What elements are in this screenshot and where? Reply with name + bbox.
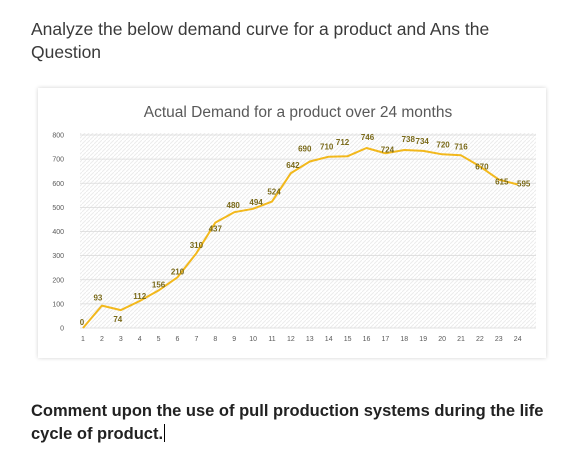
data-label: 690 <box>298 145 312 154</box>
y-tick-label: 300 <box>52 253 64 260</box>
y-tick-label: 0 <box>60 326 64 333</box>
y-tick-label: 200 <box>52 277 64 284</box>
data-label: 738 <box>402 135 416 144</box>
data-label: 615 <box>495 178 509 187</box>
x-tick-label: 15 <box>344 336 352 343</box>
text-cursor <box>164 424 166 442</box>
x-tick-label: 5 <box>157 336 161 343</box>
series-line <box>82 147 518 329</box>
x-tick-label: 14 <box>325 336 333 343</box>
x-tick-label: 13 <box>306 336 314 343</box>
data-label: 494 <box>249 198 263 207</box>
grid-layer <box>80 134 536 329</box>
data-label: 734 <box>416 137 430 146</box>
data-label: 720 <box>436 140 450 149</box>
data-label: 0 <box>80 318 85 327</box>
data-label: 524 <box>267 188 281 197</box>
x-tick-label: 21 <box>457 336 465 343</box>
intro-text: Analyze the below demand curve for a pro… <box>31 19 490 62</box>
data-label: 437 <box>209 225 223 234</box>
x-tick-label: 23 <box>495 336 503 343</box>
data-label: 670 <box>475 162 489 171</box>
demand-chart: Actual Demand for a product over 24 mont… <box>38 88 546 358</box>
y-tick-label: 800 <box>52 133 64 140</box>
series-layer <box>82 147 518 329</box>
x-tick-label: 12 <box>287 336 295 343</box>
chart-svg: Actual Demand for a product over 24 mont… <box>52 104 536 344</box>
data-label: 480 <box>227 201 241 210</box>
x-tick-label: 4 <box>138 336 142 343</box>
x-tick-label: 9 <box>232 336 236 343</box>
question-text-content: Comment upon the use of pull production … <box>31 402 544 443</box>
y-tick-label: 400 <box>52 229 64 236</box>
x-tick-label: 8 <box>213 336 217 343</box>
x-tick-label: 7 <box>194 336 198 343</box>
x-tick-label: 11 <box>268 336 275 343</box>
x-tick-label: 10 <box>249 336 257 343</box>
x-tick-label: 18 <box>400 336 408 343</box>
x-tick-label: 2 <box>100 336 104 343</box>
data-label: 595 <box>517 179 531 188</box>
x-tick-label: 1 <box>81 336 85 343</box>
x-tick-label: 19 <box>419 336 427 343</box>
x-tick-label: 6 <box>176 336 180 343</box>
chart-title: Actual Demand for a product over 24 mont… <box>144 104 453 121</box>
y-tick-label: 100 <box>52 301 64 308</box>
data-label: 724 <box>381 145 395 154</box>
data-label: 712 <box>336 138 350 147</box>
data-label: 642 <box>286 161 300 170</box>
data-label: 112 <box>133 292 146 301</box>
question-text: Comment upon the use of pull production … <box>31 400 571 446</box>
x-tick-label: 16 <box>363 336 371 343</box>
x-tick-label: 20 <box>438 336 446 343</box>
data-label: 310 <box>190 241 204 250</box>
plot-area <box>80 133 536 328</box>
x-tick-label: 24 <box>514 336 522 343</box>
data-label: 710 <box>320 143 334 152</box>
data-label: 156 <box>152 280 166 289</box>
data-label: 74 <box>113 315 122 324</box>
data-label: 210 <box>171 267 185 276</box>
data-label: 716 <box>454 142 468 151</box>
y-tick-label: 500 <box>52 205 64 212</box>
x-tick-label: 17 <box>382 336 390 343</box>
y-tick-label: 700 <box>52 157 64 164</box>
x-tick-label: 22 <box>476 336 484 343</box>
x-tick-label: 3 <box>119 336 123 343</box>
data-label: 93 <box>93 294 102 303</box>
y-tick-label: 600 <box>52 181 64 188</box>
data-label: 746 <box>361 133 375 142</box>
